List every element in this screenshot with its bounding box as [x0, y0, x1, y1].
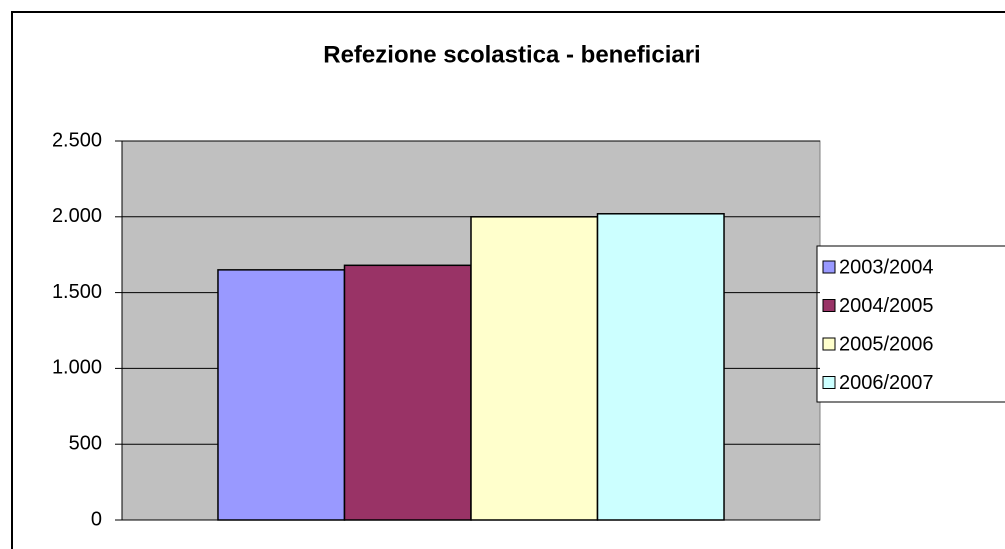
legend-swatch	[822, 376, 836, 389]
y-tick-label: 500	[69, 432, 102, 454]
bar	[343, 264, 472, 521]
bar	[470, 216, 599, 521]
legend-swatch	[822, 260, 836, 274]
legend-label: 2006/2007	[839, 372, 934, 394]
y-tick-label: 1.000	[52, 357, 102, 379]
bar	[596, 213, 725, 521]
legend-label: 2003/2004	[839, 256, 934, 278]
chart-title: Refezione scolastica - beneficiari	[323, 41, 700, 68]
y-tick-label: 2.000	[52, 205, 102, 227]
legend-label: 2005/2006	[839, 333, 934, 355]
legend-swatch	[822, 337, 836, 351]
legend-label: 2004/2005	[839, 295, 934, 317]
bar	[217, 269, 346, 521]
y-tick-label: 0	[91, 508, 102, 530]
y-tick-label: 2.500	[52, 129, 102, 151]
legend	[816, 245, 1005, 403]
y-tick-label: 1.500	[52, 281, 102, 303]
legend-swatch	[822, 299, 836, 312]
